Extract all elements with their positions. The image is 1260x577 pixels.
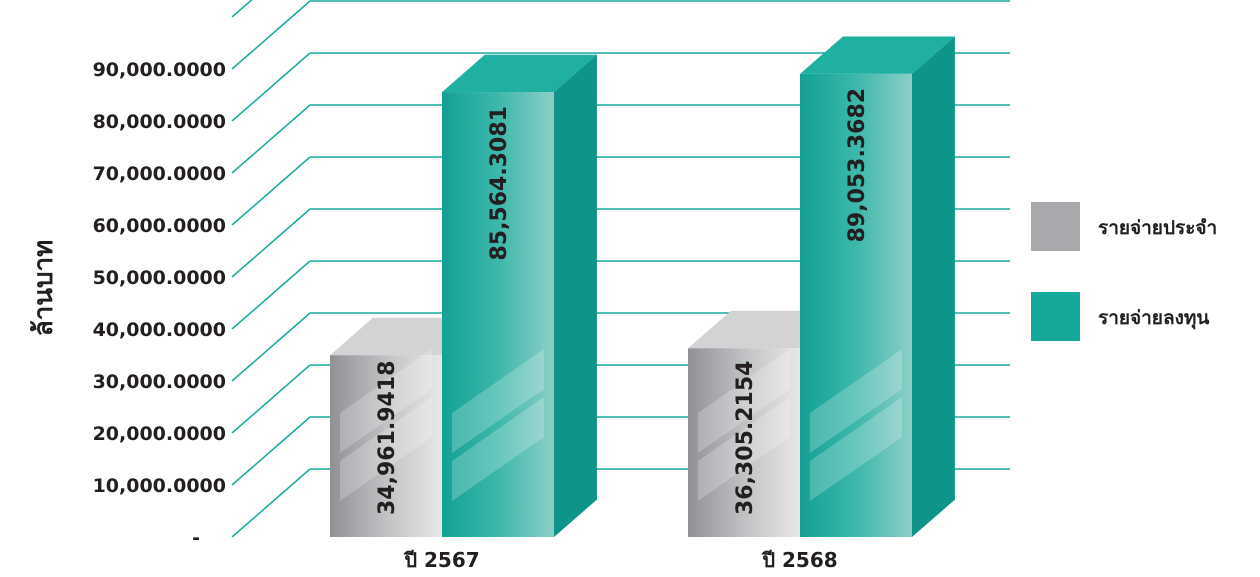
gridline-diagonal [231, 0, 253, 18]
bar: 89,053.3682 [800, 36, 955, 537]
x-category-label: ปี 2567 [403, 548, 480, 572]
bar-top [442, 54, 597, 93]
bar-highlight [698, 349, 790, 453]
bar-highlight [810, 349, 902, 453]
gridline-diagonal [231, 208, 311, 278]
legend-swatch [1031, 292, 1080, 341]
y-axis-ticks: - 10,000.0000 20,000.0000 30,000.0000 40,000… [93, 59, 226, 549]
bar-highlight [452, 349, 544, 453]
y-tick-label: 70,000.0000 [93, 163, 226, 185]
gridline-diagonal [231, 52, 311, 122]
y-tick-label: 90,000.0000 [93, 59, 226, 81]
bar-highlight [452, 397, 544, 501]
y-tick-label: 40,000.0000 [93, 319, 226, 341]
bar-front [688, 348, 800, 537]
y-tick-label: 20,000.0000 [93, 423, 226, 445]
bar-value-label: 85,564.3081 [487, 106, 512, 260]
bar-value-label: 36,305.2154 [733, 361, 758, 515]
x-category-label: ปี 2568 [761, 548, 838, 572]
legend-swatch [1031, 202, 1080, 251]
y-tick-label: - [192, 527, 200, 549]
y-tick-label: 50,000.0000 [93, 267, 226, 289]
bar-front [800, 73, 912, 537]
bar-value-label: 89,053.3682 [845, 88, 870, 242]
legend-label: รายจ่ายประจำ [1098, 217, 1217, 239]
bar-front [442, 92, 554, 537]
bar-front [330, 355, 442, 537]
bar-side [554, 54, 597, 538]
x-axis-categories: ปี 2567 ปี 2568 [403, 548, 838, 572]
bar-highlight [810, 397, 902, 501]
bars: 34,961.9418 85,564.3081 36,305.2154 89,053.… [330, 36, 955, 538]
bar-side [912, 36, 955, 537]
bar-value-label: 34,961.9418 [375, 361, 400, 515]
y-tick-label: 80,000.0000 [93, 111, 226, 133]
legend-label: รายจ่ายลงทุน [1098, 307, 1209, 330]
bar-highlight [340, 397, 432, 501]
gridline-diagonal [231, 0, 311, 70]
bar-highlight [340, 349, 432, 453]
bar-top [800, 36, 955, 74]
gridline-diagonal [231, 312, 311, 382]
gridline-diagonal [231, 156, 311, 226]
y-tick-label: 60,000.0000 [93, 215, 226, 237]
gridline-diagonal [231, 416, 311, 486]
gridline-diagonal [231, 468, 311, 538]
y-tick-label: 30,000.0000 [93, 371, 226, 393]
bar: 85,564.3081 [442, 54, 597, 538]
y-axis-title: ล้านบาท [29, 240, 59, 337]
gridline-diagonal [231, 104, 311, 174]
gridline-diagonal [231, 364, 311, 434]
gridline-diagonal [231, 260, 311, 330]
bar-highlight [698, 397, 790, 501]
y-tick-label: 10,000.0000 [93, 475, 226, 497]
